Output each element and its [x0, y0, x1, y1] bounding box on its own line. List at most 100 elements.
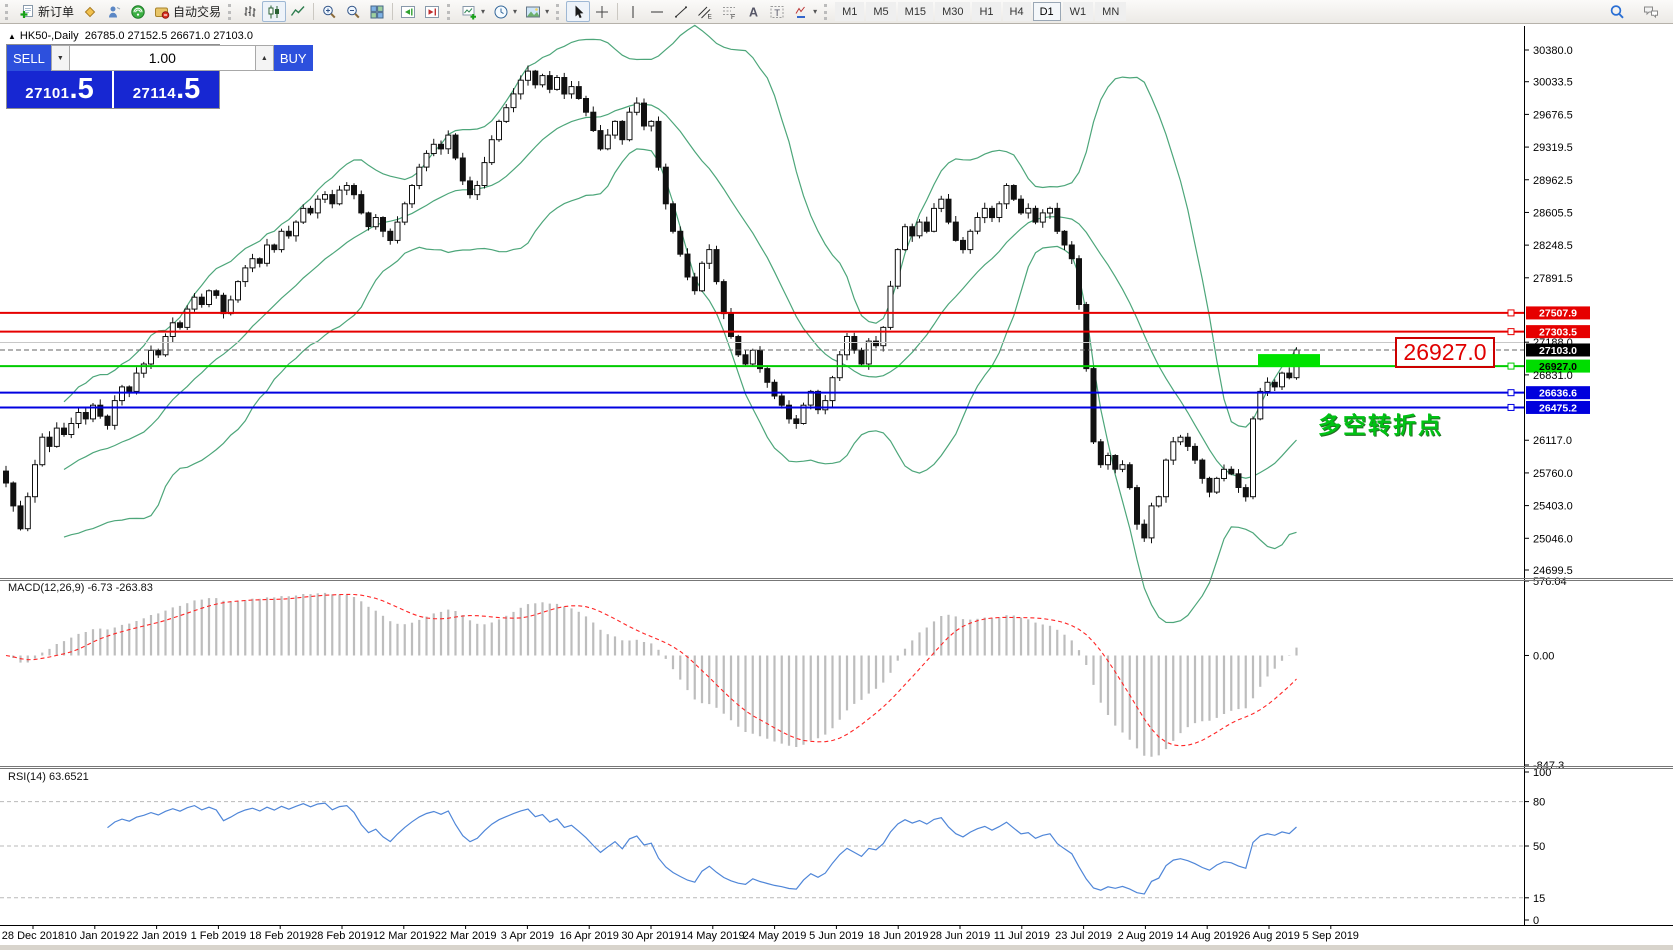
timeframe-M5-button[interactable]: M5 — [866, 2, 896, 21]
text-t-icon: T — [770, 5, 784, 18]
toolbar-chart-shift-button[interactable] — [420, 1, 444, 22]
toolbar-horizontal-line-button[interactable] — [645, 1, 669, 22]
date-tick-label: 22 Mar 2019 — [435, 930, 497, 942]
timeframe-H4-button[interactable]: H4 — [1002, 2, 1031, 21]
candle-body — [1264, 381, 1271, 392]
candle-body — [206, 290, 212, 305]
toolbar-new-chart-button[interactable]: ▾ — [457, 1, 489, 22]
toolbar-new-order-button[interactable]: 新订单 — [15, 1, 78, 22]
candle-body — [1112, 455, 1119, 470]
timeframe-D1-button[interactable]: D1 — [1032, 2, 1061, 21]
diamond-icon — [84, 6, 96, 17]
candle-body — [148, 349, 154, 365]
candle-body — [336, 189, 343, 205]
candle-body — [126, 386, 133, 392]
candle-body — [648, 120, 655, 127]
volume-input[interactable] — [69, 45, 255, 71]
turning-point-annotation[interactable]: 多空转折点 — [1318, 412, 1443, 438]
candle-body — [387, 230, 394, 242]
macd-axis-label: 576.04 — [1533, 576, 1567, 588]
candle-body — [916, 221, 923, 237]
candle-body — [256, 258, 263, 264]
price-line-label-box — [1526, 359, 1590, 373]
panel-collapse-icon[interactable]: ▲ — [8, 32, 16, 41]
toolbar-equidistant-channel-button[interactable]: E — [693, 1, 717, 22]
buy-button[interactable]: BUY — [273, 45, 313, 71]
toolbar-bar-chart-button[interactable] — [238, 1, 262, 22]
toolbar-zoom-in-button[interactable] — [317, 1, 341, 22]
candle-body — [902, 226, 908, 251]
volume-increase-button[interactable]: ▲ — [254, 45, 274, 71]
candle-body — [590, 111, 597, 131]
candle-body — [104, 415, 111, 426]
date-tick-label: 28 Dec 2018 — [2, 930, 64, 942]
timeframe-MN-button[interactable]: MN — [1095, 2, 1127, 21]
chevron-down-icon: ▾ — [513, 7, 518, 16]
hline-end-marker[interactable] — [1507, 362, 1515, 370]
candle-body — [989, 207, 995, 219]
toolbar-candlestick-chart-button[interactable] — [262, 1, 287, 22]
candle-body — [858, 349, 865, 365]
toolbar-text-label-button[interactable]: T — [765, 1, 789, 22]
toolbar-tile-windows-button[interactable] — [365, 1, 389, 22]
toolbar-text-button[interactable]: A — [741, 1, 765, 22]
toolbar-signals-button[interactable] — [126, 1, 150, 22]
timeframe-H1-button[interactable]: H1 — [972, 2, 1001, 21]
toolbar-search-button[interactable] — [1605, 2, 1629, 23]
timeframe-M1-button[interactable]: M1 — [835, 2, 865, 21]
toolbar-metaeditor-button[interactable] — [78, 1, 102, 22]
hline-end-marker[interactable] — [1507, 389, 1515, 397]
buy-price[interactable]: 27114.5 — [114, 71, 219, 108]
candle-body — [242, 267, 249, 283]
volume-decrease-button[interactable]: ▼ — [50, 45, 70, 71]
candle-body — [32, 464, 38, 498]
hline-end-marker[interactable] — [1507, 309, 1515, 317]
candle-body — [1061, 230, 1068, 246]
toolbar-cursor-button[interactable] — [566, 1, 591, 22]
toolbar-fibonacci-button[interactable]: F — [717, 1, 741, 22]
candle-body — [822, 400, 829, 411]
candle-body — [90, 404, 96, 420]
hline-end-marker[interactable] — [1507, 403, 1515, 411]
toolbar-arrows-button[interactable]: ▾ — [789, 1, 821, 22]
candle-body — [372, 217, 379, 228]
candle-body — [1047, 207, 1053, 214]
hline-end-marker[interactable] — [1507, 328, 1515, 336]
toolbar-templates-button[interactable]: ▾ — [521, 1, 553, 22]
timeframe-M15-button[interactable]: M15 — [897, 2, 934, 21]
toolbar-zoom-out-button[interactable] — [341, 1, 365, 22]
candle-body — [532, 70, 539, 86]
price-tick-label: 27891.5 — [1533, 273, 1573, 285]
candle-body — [329, 194, 336, 205]
price-annotation-box[interactable]: 26927.0 — [1395, 337, 1495, 368]
new-order-icon — [20, 4, 33, 18]
toolbar-trendline-button[interactable] — [669, 1, 693, 22]
timeframe-M30-button[interactable]: M30 — [935, 2, 971, 21]
toolbar-market-watch-button[interactable] — [102, 1, 126, 22]
timeframe-W1-button[interactable]: W1 — [1062, 2, 1094, 21]
price-tick-label: 28605.5 — [1533, 207, 1573, 219]
toolbar-vertical-line-button[interactable] — [621, 1, 645, 22]
candle-body — [815, 390, 821, 411]
toolbar-periods-button[interactable]: ▾ — [489, 1, 521, 22]
toolbar-line-chart-button[interactable] — [286, 1, 310, 22]
candle-body — [307, 207, 314, 214]
horizontal-lines[interactable]: 27507.9 27303.5 27103.0 26927.0 26636.6 26475… — [0, 306, 1590, 414]
toolbar-crosshair-button[interactable] — [590, 1, 614, 22]
horizontal-scrollbar[interactable] — [0, 945, 1673, 950]
candle-body — [1206, 477, 1213, 493]
candle-body — [546, 75, 553, 90]
candle-body — [844, 336, 850, 356]
sell-price[interactable]: 27101.5 — [7, 71, 112, 108]
toolbar-auto-scroll-button[interactable] — [396, 1, 420, 22]
date-tick-label: 11 Jul 2019 — [994, 930, 1050, 942]
sell-button[interactable]: SELL — [7, 45, 51, 71]
candle-body — [800, 404, 807, 425]
toolbar-chat-button[interactable] — [1639, 2, 1663, 23]
toolbar-auto-trading-button[interactable]: 自动交易 — [150, 1, 225, 22]
chart-ohlc-values: 26785.0 27152.5 26671.0 27103.0 — [84, 30, 253, 42]
candle-body — [974, 217, 981, 232]
highlight-segment[interactable] — [1258, 354, 1320, 368]
date-tick-label: 5 Sep 2019 — [1303, 930, 1359, 942]
